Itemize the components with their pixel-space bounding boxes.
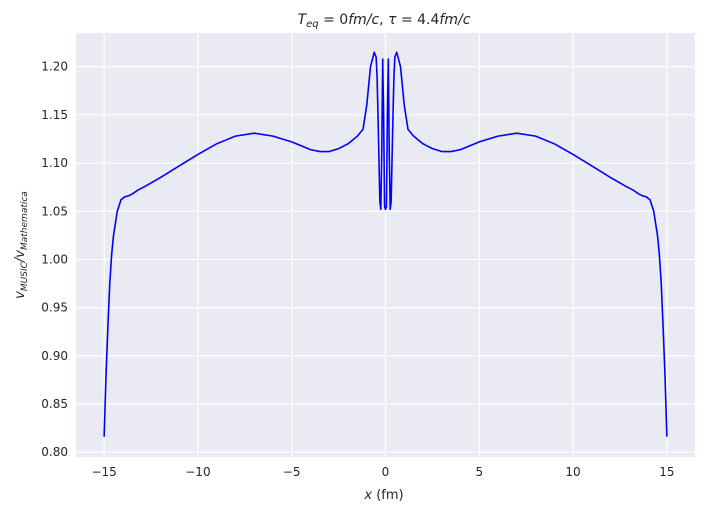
chart-title: Teq = 0fm/c, τ = 4.4fm/c — [298, 12, 471, 30]
y-tick-label: 1.05 — [41, 204, 68, 218]
x-tick-label: −5 — [283, 465, 301, 479]
y-tick-label: 1.20 — [41, 60, 68, 74]
y-tick-label: 1.15 — [41, 108, 68, 122]
grid — [76, 33, 695, 457]
y-tick-label: 0.90 — [41, 349, 68, 363]
y-tick-label: 0.95 — [41, 301, 68, 315]
x-tick-label: 5 — [475, 465, 483, 479]
x-tick-label: −15 — [91, 465, 116, 479]
y-tick-label: 1.00 — [41, 252, 68, 266]
y-axis-label: vMUSIC/vMathematica — [13, 191, 30, 299]
series-line — [103, 51, 668, 437]
x-tick-label: 0 — [382, 465, 390, 479]
y-tick-label: 0.80 — [41, 445, 68, 459]
x-tick-label: −10 — [185, 465, 210, 479]
x-axis-label: x (fm) — [363, 488, 403, 503]
x-tick-label: 15 — [659, 465, 674, 479]
y-axis-ticks: 0.80 0.85 0.90 0.95 1.00 1.05 1.10 1.15 1.20 — [41, 60, 68, 459]
x-tick-label: 10 — [565, 465, 580, 479]
y-tick-label: 0.85 — [41, 397, 68, 411]
y-tick-label: 1.10 — [41, 156, 68, 170]
x-axis-ticks: −15 −10 −5 0 5 10 15 — [91, 465, 674, 479]
